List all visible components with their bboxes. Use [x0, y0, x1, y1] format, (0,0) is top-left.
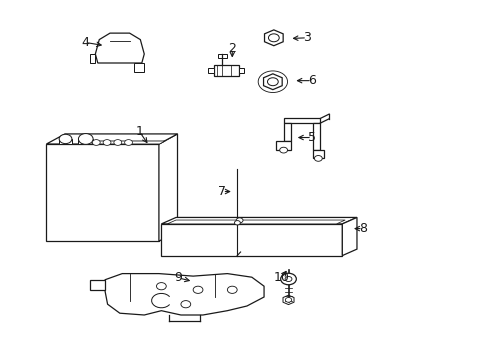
Polygon shape [283, 295, 293, 305]
Circle shape [156, 283, 166, 290]
Polygon shape [167, 220, 345, 224]
Polygon shape [90, 280, 105, 290]
Circle shape [234, 221, 240, 225]
Circle shape [268, 34, 279, 42]
Text: 7: 7 [218, 185, 226, 198]
Polygon shape [95, 33, 144, 63]
Text: 3: 3 [303, 31, 310, 44]
Circle shape [59, 134, 72, 144]
Text: 6: 6 [307, 74, 315, 87]
Circle shape [314, 156, 322, 161]
Circle shape [181, 301, 190, 308]
Text: 1: 1 [135, 125, 143, 138]
Text: 5: 5 [307, 131, 315, 144]
Polygon shape [208, 68, 214, 73]
Text: 8: 8 [358, 222, 366, 235]
Polygon shape [161, 217, 356, 224]
Polygon shape [342, 217, 356, 256]
Polygon shape [46, 144, 159, 241]
Polygon shape [283, 118, 320, 123]
Circle shape [114, 140, 122, 145]
Polygon shape [46, 134, 177, 144]
Circle shape [193, 286, 203, 293]
Circle shape [285, 297, 291, 302]
Polygon shape [263, 74, 282, 90]
Polygon shape [91, 141, 165, 144]
Circle shape [124, 140, 132, 145]
Polygon shape [105, 274, 264, 315]
Polygon shape [276, 141, 290, 150]
Circle shape [227, 286, 237, 293]
Polygon shape [78, 139, 93, 144]
Text: 4: 4 [81, 36, 89, 49]
Circle shape [279, 147, 287, 153]
Text: 10: 10 [273, 271, 288, 284]
Polygon shape [312, 150, 324, 158]
Polygon shape [217, 54, 227, 58]
Polygon shape [134, 63, 144, 72]
Polygon shape [90, 54, 95, 63]
Circle shape [280, 273, 296, 285]
Polygon shape [238, 68, 244, 73]
Circle shape [285, 276, 291, 282]
Polygon shape [159, 134, 177, 241]
Circle shape [236, 218, 243, 223]
Circle shape [103, 140, 111, 145]
Polygon shape [312, 123, 320, 150]
Circle shape [267, 78, 278, 86]
Polygon shape [264, 30, 283, 46]
Circle shape [92, 140, 100, 145]
Polygon shape [214, 65, 238, 76]
Text: 9: 9 [174, 271, 182, 284]
Text: 2: 2 [228, 42, 236, 55]
Polygon shape [161, 224, 342, 256]
Circle shape [78, 134, 93, 144]
Polygon shape [283, 123, 290, 141]
Polygon shape [59, 139, 72, 144]
